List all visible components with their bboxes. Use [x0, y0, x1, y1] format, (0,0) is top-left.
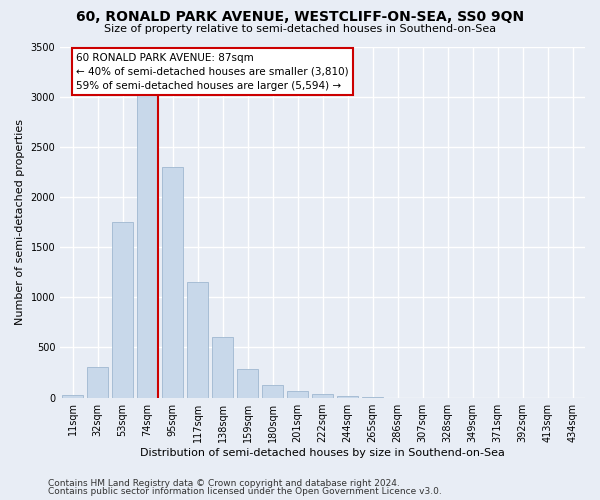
Y-axis label: Number of semi-detached properties: Number of semi-detached properties [15, 119, 25, 325]
Bar [87, 368, 108, 398]
Text: Contains public sector information licensed under the Open Government Licence v3: Contains public sector information licen… [48, 487, 442, 496]
Bar [362, 397, 383, 398]
Text: Size of property relative to semi-detached houses in Southend-on-Sea: Size of property relative to semi-detach… [104, 24, 496, 34]
Text: 60 RONALD PARK AVENUE: 87sqm
← 40% of semi-detached houses are smaller (3,810)
5: 60 RONALD PARK AVENUE: 87sqm ← 40% of se… [76, 52, 349, 90]
Bar [112, 222, 133, 398]
Bar [262, 384, 283, 398]
Bar [337, 396, 358, 398]
Bar [212, 338, 233, 398]
Text: 60, RONALD PARK AVENUE, WESTCLIFF-ON-SEA, SS0 9QN: 60, RONALD PARK AVENUE, WESTCLIFF-ON-SEA… [76, 10, 524, 24]
Bar [187, 282, 208, 398]
Text: Contains HM Land Registry data © Crown copyright and database right 2024.: Contains HM Land Registry data © Crown c… [48, 478, 400, 488]
Bar [312, 394, 333, 398]
Bar [62, 394, 83, 398]
Bar [237, 370, 258, 398]
Bar [287, 390, 308, 398]
X-axis label: Distribution of semi-detached houses by size in Southend-on-Sea: Distribution of semi-detached houses by … [140, 448, 505, 458]
Bar [137, 56, 158, 398]
Bar [162, 167, 183, 398]
